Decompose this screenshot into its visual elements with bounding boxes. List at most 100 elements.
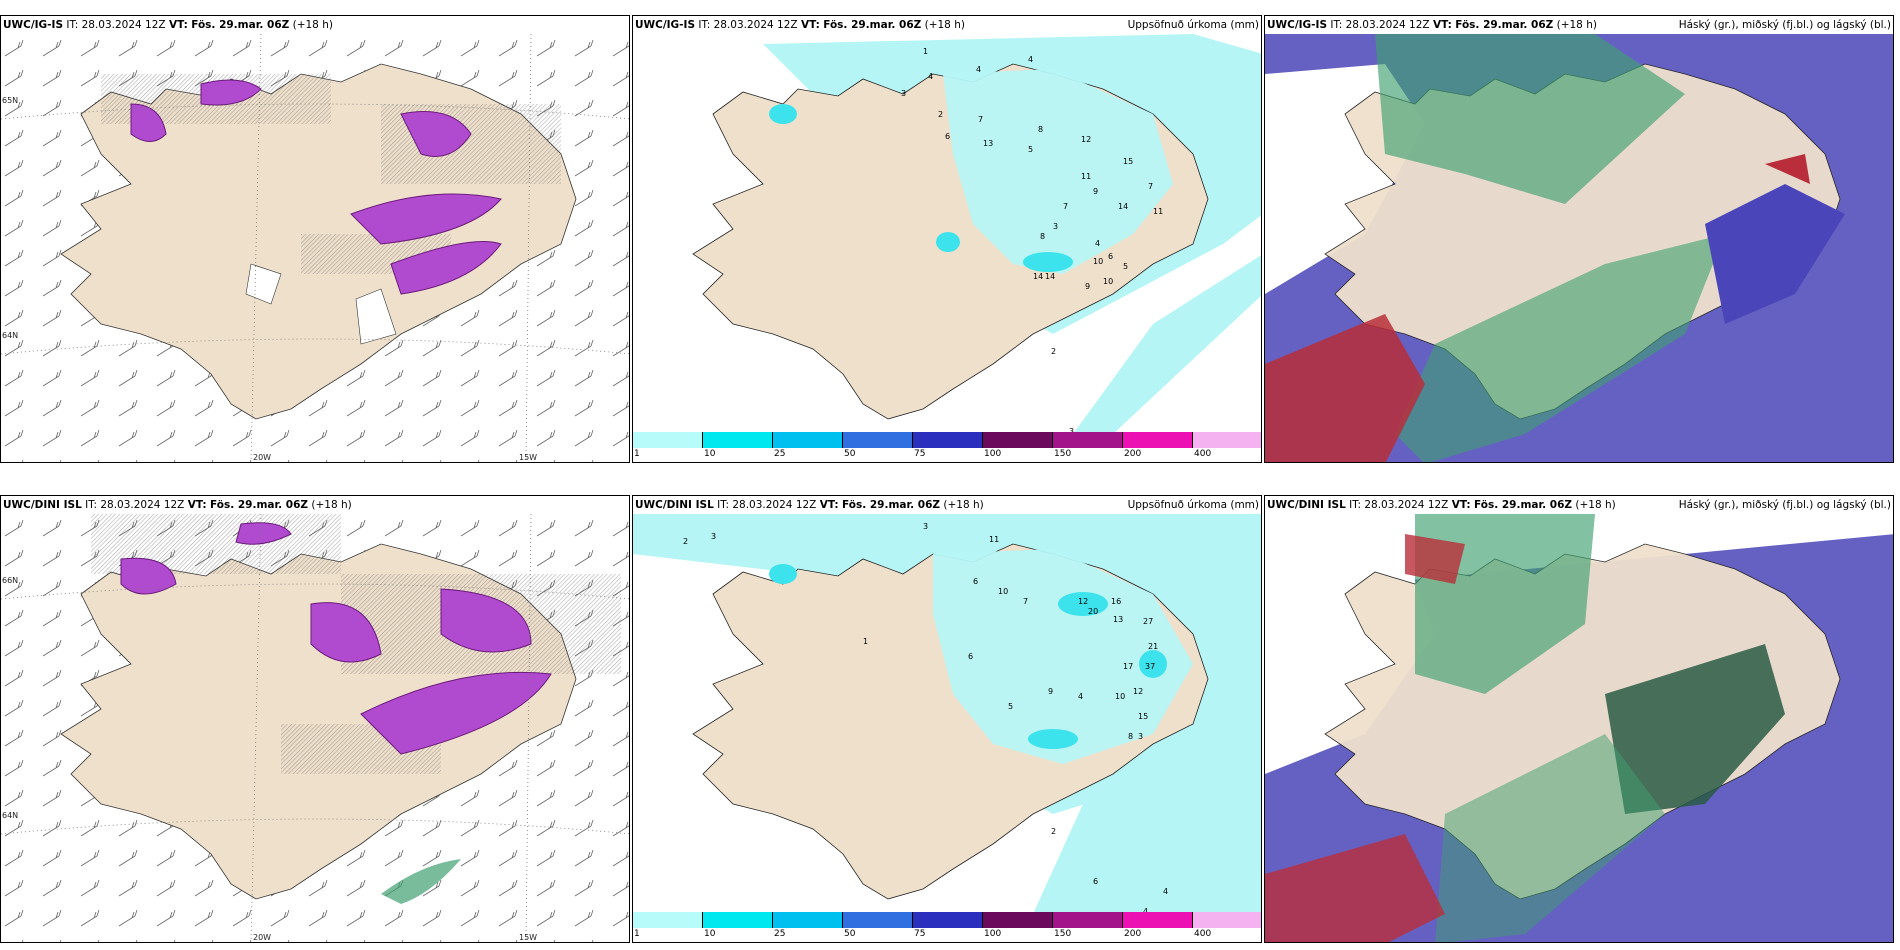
svg-text:8: 8 (1128, 732, 1133, 741)
svg-text:10: 10 (1115, 692, 1125, 701)
svg-text:7: 7 (978, 115, 983, 124)
colorbar-swatch (1193, 432, 1261, 448)
svg-text:4: 4 (976, 65, 981, 74)
model-title: UWC/IG-IS (3, 19, 64, 31)
init-time: IT: 28.03.2024 12Z (698, 19, 798, 31)
lead-time: (+18 h) (943, 499, 984, 511)
svg-text:17: 17 (1123, 662, 1133, 671)
colorbar-label: 100 (984, 929, 1002, 939)
panel-header: UWC/DINI ISL IT: 28.03.2024 12Z VT: Fös.… (1267, 497, 1891, 513)
field-label: Háský (gr.), miðský (fj.bl.) og lágský (… (1678, 499, 1891, 511)
model-title: UWC/IG-IS (635, 19, 696, 31)
svg-text:2: 2 (938, 110, 943, 119)
colorbar-swatch (703, 912, 773, 928)
panel-header: UWC/IG-IS IT: 28.03.2024 12Z VT: Fös. 29… (3, 17, 627, 33)
svg-text:3: 3 (1053, 222, 1058, 231)
svg-text:12: 12 (1081, 135, 1091, 144)
panel-dini-clouds: UWC/DINI ISL IT: 28.03.2024 12Z VT: Fös.… (1264, 495, 1894, 943)
valid-time: Fös. 29.mar. 06Z (191, 19, 290, 31)
colorbar-label: 75 (914, 449, 926, 459)
valid-label: VT: (1432, 19, 1452, 31)
svg-text:5: 5 (1123, 262, 1128, 271)
colorbar-label: 50 (844, 929, 856, 939)
svg-text:7: 7 (1023, 597, 1028, 606)
svg-text:1: 1 (923, 47, 928, 56)
colorbar-label: 1 (634, 929, 640, 939)
valid-label: VT: (1451, 499, 1471, 511)
colorbar-swatch (1053, 432, 1123, 448)
svg-text:3: 3 (923, 522, 928, 531)
model-title: UWC/DINI ISL (3, 499, 82, 511)
lon-label-20w: 20W (253, 453, 272, 462)
lead-time: (+18 h) (311, 499, 352, 511)
valid-label: VT: (187, 499, 207, 511)
colorbar-label: 75 (914, 929, 926, 939)
svg-text:10: 10 (1103, 277, 1113, 286)
colorbar-label: 150 (1054, 449, 1072, 459)
colorbar-swatch (983, 432, 1053, 448)
svg-text:15: 15 (1123, 157, 1133, 166)
svg-text:5: 5 (1028, 145, 1033, 154)
valid-time: Fös. 29.mar. 06Z (209, 499, 309, 511)
svg-text:3: 3 (711, 532, 716, 541)
svg-text:4: 4 (1028, 55, 1033, 64)
map-iceland-wind (1, 514, 629, 942)
panel-igis-accumulated-precip: UWC/IG-IS IT: 28.03.2024 12Z VT: Fös. 29… (632, 15, 1262, 463)
svg-text:13: 13 (983, 139, 993, 148)
colorbar-label: 100 (984, 449, 1002, 459)
colorbar-swatch (913, 912, 983, 928)
svg-text:8: 8 (1040, 232, 1045, 241)
svg-text:21: 21 (1148, 642, 1158, 651)
svg-text:7: 7 (1148, 182, 1153, 191)
svg-text:12: 12 (1133, 687, 1143, 696)
colorbar-swatch (843, 432, 913, 448)
panel-header: UWC/IG-IS IT: 28.03.2024 12Z VT: Fös. 29… (635, 17, 1259, 33)
svg-text:14: 14 (1045, 272, 1055, 281)
svg-text:4: 4 (1163, 887, 1168, 896)
colorbar-label: 150 (1054, 929, 1072, 939)
valid-time: Fös. 29.mar. 06Z (1473, 499, 1573, 511)
svg-text:4: 4 (1078, 692, 1083, 701)
colorbar-swatch (983, 912, 1053, 928)
field-label: Uppsöfnuð úrkoma (mm) (1127, 19, 1259, 31)
colorbar-swatch (913, 432, 983, 448)
svg-text:6: 6 (945, 132, 950, 141)
svg-text:11: 11 (989, 535, 999, 544)
svg-text:2: 2 (1051, 347, 1056, 356)
svg-text:10: 10 (998, 587, 1008, 596)
init-time: IT: 28.03.2024 12Z (1330, 19, 1430, 31)
map-iceland-clouds (1265, 514, 1893, 942)
colorbar-swatch (1123, 432, 1193, 448)
lead-time: (+18 h) (292, 19, 333, 31)
panel-dini-precip-type: UWC/DINI ISL IT: 28.03.2024 12Z VT: Fös.… (0, 495, 630, 943)
valid-time: Fös. 29.mar. 06Z (1455, 19, 1554, 31)
svg-text:2: 2 (1051, 827, 1056, 836)
svg-text:3: 3 (1069, 427, 1074, 434)
colorbar-swatch (1193, 912, 1261, 928)
valid-label: VT: (800, 19, 820, 31)
svg-text:2: 2 (683, 537, 688, 546)
colorbar-label: 10 (704, 929, 716, 939)
panel-header: UWC/IG-IS IT: 28.03.2024 12Z VT: Fös. 29… (1267, 17, 1891, 33)
svg-text:14: 14 (1033, 272, 1043, 281)
panel-igis-precip-type: UWC/IG-IS IT: 28.03.2024 12Z VT: Fös. 29… (0, 15, 630, 463)
field-label: Uppsöfnuð úrkoma (mm) (1127, 499, 1259, 511)
panel-header: UWC/DINI ISL IT: 28.03.2024 12Z VT: Fös.… (3, 497, 627, 513)
model-title: UWC/DINI ISL (635, 499, 714, 511)
svg-text:15: 15 (1138, 712, 1148, 721)
svg-text:37: 37 (1145, 662, 1155, 671)
model-title: UWC/IG-IS (1267, 19, 1328, 31)
colorbar-swatch (843, 912, 913, 928)
colorbar-label: 1 (634, 449, 640, 459)
init-time: IT: 28.03.2024 12Z (85, 499, 185, 511)
svg-text:11: 11 (1153, 207, 1163, 216)
svg-text:12: 12 (1078, 597, 1088, 606)
colorbar-label: 10 (704, 449, 716, 459)
colorbar-swatch (703, 432, 773, 448)
valid-label: VT: (168, 19, 188, 31)
svg-text:4: 4 (928, 72, 933, 81)
svg-text:6: 6 (968, 652, 973, 661)
colorbar: 1 10 25 50 75 100 150 200 400 (633, 432, 1261, 462)
